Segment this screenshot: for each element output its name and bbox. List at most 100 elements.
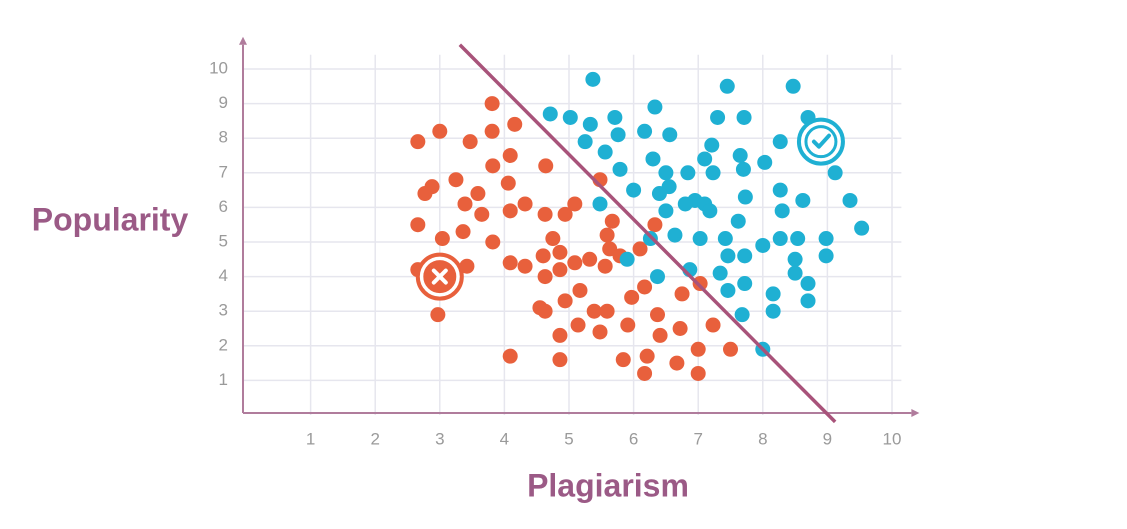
y-tick-label: 5 [219, 231, 228, 250]
point [842, 192, 858, 208]
point [737, 248, 753, 264]
point [719, 78, 735, 94]
y-tick-label: 3 [219, 301, 228, 320]
point [552, 352, 568, 368]
point [410, 134, 426, 150]
point [484, 96, 500, 112]
x-axis-title: Plagiarism [527, 467, 689, 503]
y-axis-title: Popularity [32, 201, 189, 237]
point [624, 289, 640, 305]
point [672, 321, 688, 336]
point [557, 293, 573, 309]
point [502, 148, 518, 163]
y-tick-label: 10 [209, 58, 228, 77]
point [632, 241, 648, 257]
point [647, 217, 663, 233]
point [650, 307, 666, 323]
point [772, 231, 788, 247]
point [735, 161, 751, 177]
point [417, 186, 433, 202]
point [717, 231, 733, 247]
point [800, 276, 816, 292]
point [677, 196, 693, 212]
y-tick-label: 4 [219, 266, 228, 285]
marker-check [811, 133, 831, 149]
point [755, 237, 771, 253]
point [697, 151, 713, 167]
point [552, 262, 568, 278]
point [577, 134, 593, 150]
point [765, 286, 781, 302]
point [586, 303, 602, 319]
point [612, 161, 628, 177]
point [669, 355, 685, 371]
point [637, 123, 653, 139]
point [448, 172, 464, 188]
point [502, 203, 518, 219]
y-tick-label: 6 [219, 197, 228, 216]
decision-boundary [458, 43, 837, 424]
point [604, 213, 620, 229]
point [607, 109, 623, 125]
point [610, 127, 626, 143]
point [599, 303, 615, 319]
point [599, 227, 615, 243]
point [455, 224, 471, 240]
point [772, 134, 788, 150]
point [502, 255, 518, 271]
point [674, 286, 690, 302]
point [647, 99, 663, 115]
point [774, 203, 790, 219]
point [457, 196, 473, 212]
x-tick-label: 6 [629, 429, 638, 448]
point [710, 109, 726, 125]
point [502, 348, 518, 364]
point [658, 165, 674, 181]
point [712, 265, 728, 281]
point [662, 127, 678, 143]
point [680, 165, 696, 181]
point [818, 248, 834, 264]
x-tick-label: 3 [435, 429, 444, 448]
point [737, 189, 753, 205]
point [434, 231, 450, 247]
point [827, 165, 843, 181]
marker-cross [431, 268, 448, 285]
y-tick-label: 8 [219, 128, 228, 147]
point [795, 192, 811, 208]
y-tick-label: 7 [219, 162, 228, 181]
point [692, 231, 708, 247]
point [645, 151, 661, 167]
point [430, 307, 446, 323]
point [432, 123, 448, 139]
point [462, 134, 478, 150]
point [704, 137, 720, 153]
point [619, 251, 635, 267]
point [637, 365, 653, 381]
point [651, 186, 667, 202]
y-axis-arrow [239, 36, 247, 45]
point [517, 196, 533, 212]
point [800, 293, 816, 309]
y-tick-label: 2 [219, 335, 228, 354]
point [470, 186, 486, 202]
point [787, 251, 803, 267]
point [592, 196, 608, 212]
point [785, 78, 801, 94]
point [538, 158, 554, 174]
point [615, 352, 631, 368]
point [567, 196, 583, 212]
y-tick-label: 1 [219, 370, 228, 389]
x-tick-label: 7 [693, 429, 702, 448]
x-tick-label: 5 [564, 429, 573, 448]
point [732, 148, 748, 163]
point [507, 116, 523, 132]
point [765, 303, 781, 319]
y-tick-label: 9 [219, 93, 228, 112]
point [757, 154, 773, 170]
point [545, 231, 561, 247]
point [818, 231, 834, 247]
point [537, 206, 553, 222]
point [639, 348, 655, 364]
point [705, 317, 721, 333]
